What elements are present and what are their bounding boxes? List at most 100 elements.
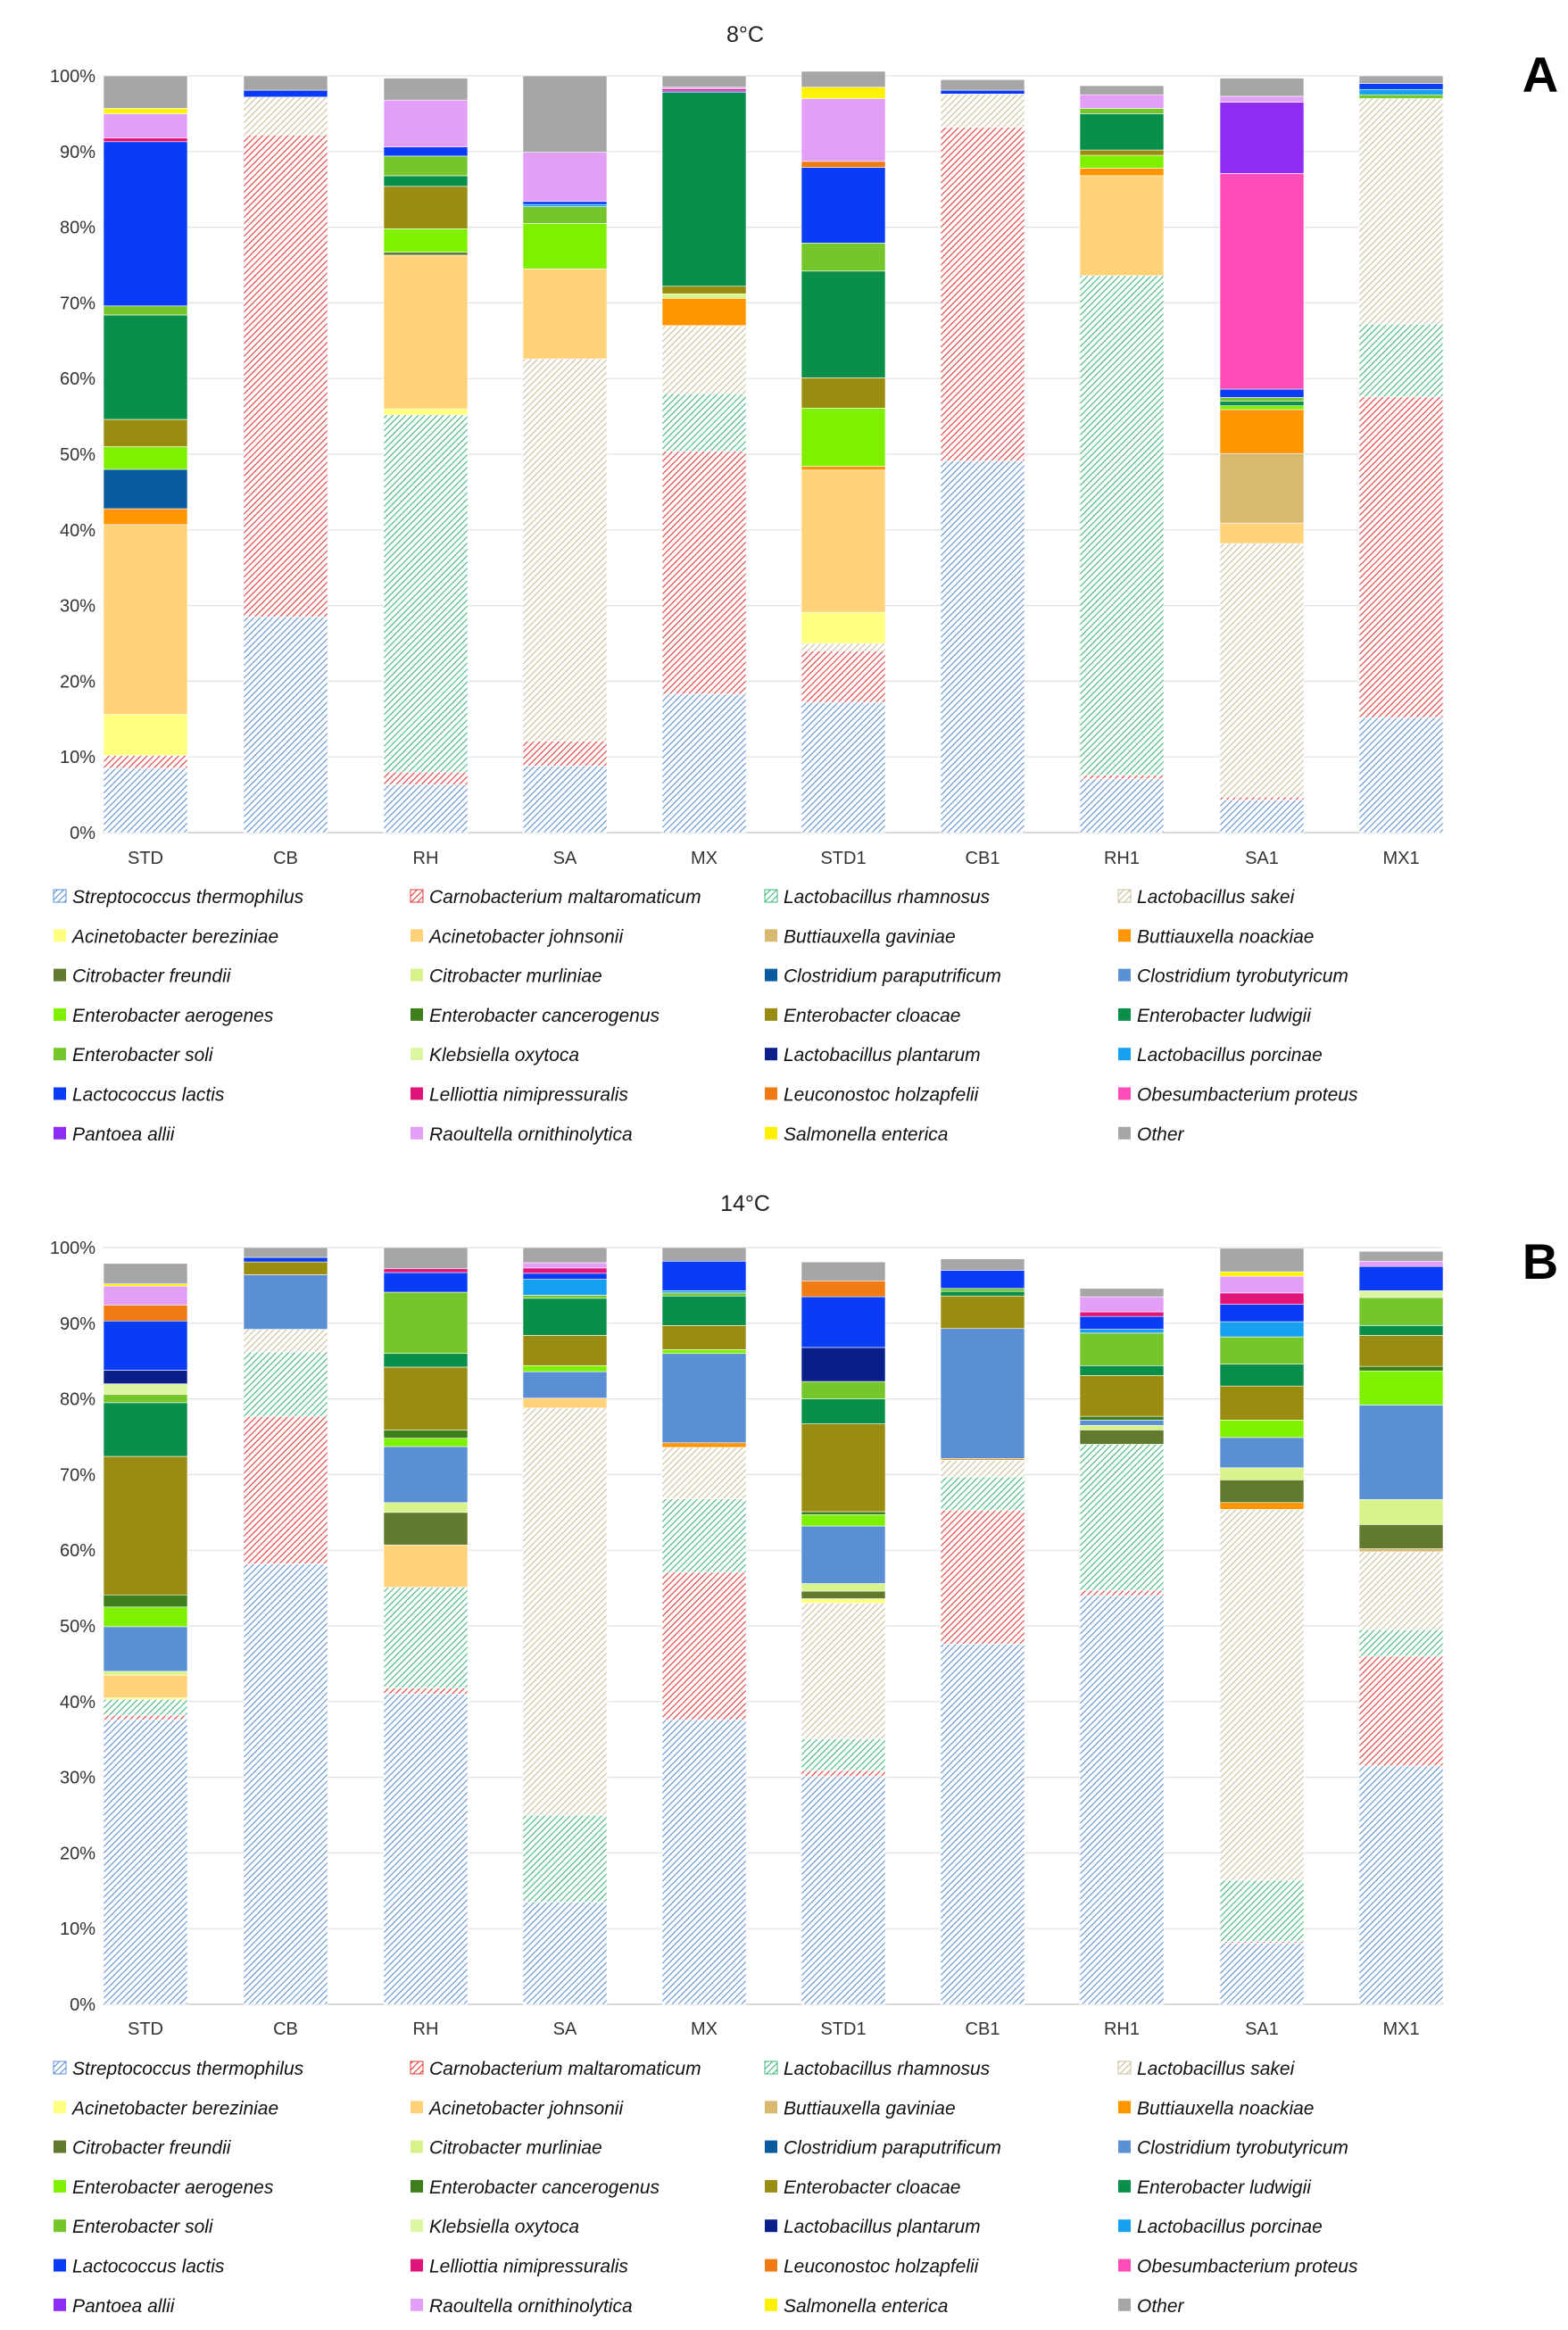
segment-other	[1079, 1288, 1165, 1298]
legend-swatch	[765, 1087, 777, 1100]
legend-item-other: Other	[1118, 1124, 1185, 1145]
legend-swatch	[1118, 2179, 1131, 2193]
segment-enterobacter-soli	[661, 1292, 747, 1297]
legend-swatch	[765, 2219, 777, 2233]
legend-swatch	[53, 2061, 67, 2075]
segment-lactobacillus-rhamnosus	[1079, 275, 1165, 775]
segment-streptococcus-thermophilus	[243, 617, 328, 833]
legend-swatch	[765, 2298, 777, 2311]
legend-swatch	[54, 968, 66, 982]
legend-label: Lactobacillus plantarum	[784, 1045, 981, 1065]
legend-swatch	[1118, 1048, 1131, 1061]
y-tick-label: 70%	[60, 294, 95, 313]
panel-b-label: B	[1522, 1233, 1558, 1289]
segment-enterobacter-cancerogenus	[383, 1430, 469, 1439]
bar-std1	[801, 70, 886, 833]
segment-enterobacter-soli	[801, 1381, 886, 1399]
segment-lactobacillus-sakei	[661, 1447, 747, 1499]
legend-label: Raoultella ornithinolytica	[429, 1124, 633, 1145]
segment-klebsiella-oxytoca	[1358, 1290, 1444, 1298]
segment-lactobacillus-sakei	[243, 1329, 328, 1353]
y-tick-label: 40%	[60, 1693, 95, 1712]
bar-sa1	[1219, 1248, 1305, 2005]
legend-swatch	[1118, 2298, 1131, 2311]
segment-lactococcus-lactis	[1079, 1315, 1165, 1330]
legend-item-streptococcus-thermophilus: Streptococcus thermophilus	[53, 2059, 304, 2079]
legend-label: Buttiauxella gaviniae	[784, 926, 956, 947]
legend-item-citrobacter-murliniae: Citrobacter murliniae	[411, 966, 602, 987]
legend-swatch	[1118, 1087, 1131, 1100]
segment-enterobacter-soli	[1079, 108, 1165, 114]
segment-other	[661, 1247, 747, 1262]
segment-clostridium-tyrobutyricum	[1219, 1437, 1305, 1469]
segment-lactobacillus-plantarum	[801, 1347, 886, 1382]
segment-clostridium-tyrobutyricum	[1358, 1405, 1444, 1500]
legend-label: Enterobacter cloacae	[784, 2177, 960, 2198]
segment-citrobacter-murliniae	[383, 1502, 469, 1513]
segment-raoultella-ornithinolytica	[103, 113, 188, 138]
segment-citrobacter-murliniae	[1358, 1499, 1444, 1525]
segment-enterobacter-soli	[383, 155, 469, 177]
bar-mx1	[1358, 1250, 1444, 2005]
segment-streptococcus-thermophilus	[1219, 1943, 1305, 2005]
segment-clostridium-tyrobutyricum	[243, 1274, 328, 1330]
segment-clostridium-tyrobutyricum	[522, 1371, 608, 1399]
legend-swatch	[54, 1048, 66, 1061]
x-tick-label: SA	[553, 849, 577, 868]
legend-label: Enterobacter ludwigii	[1137, 1006, 1312, 1026]
legend-item-lactobacillus-plantarum: Lactobacillus plantarum	[765, 1045, 981, 1065]
legend-item-enterobacter-cancerogenus: Enterobacter cancerogenus	[411, 2177, 660, 2198]
segment-raoultella-ornithinolytica	[522, 152, 608, 203]
segment-streptococcus-thermophilus	[1358, 1765, 1444, 2005]
legend-label: Acinetobacter johnsonii	[427, 926, 624, 947]
legend-item-pantoea-allii: Pantoea allii	[54, 1124, 176, 1145]
segment-streptococcus-thermophilus	[801, 701, 886, 833]
legend-swatch	[54, 2179, 66, 2193]
legend-label: Acinetobacter johnsonii	[427, 2098, 624, 2119]
segment-lactococcus-lactis	[940, 1270, 1025, 1289]
x-tick-label: MX1	[1382, 2019, 1419, 2039]
segment-lelliottia-nimipressuralis	[383, 1268, 469, 1273]
segment-other	[522, 75, 608, 153]
legend-label: Carnobacterium maltaromaticum	[429, 887, 701, 908]
y-tick-label: 20%	[60, 1844, 95, 1863]
legend-swatch	[765, 929, 777, 942]
segment-lactococcus-lactis	[383, 1272, 469, 1293]
legend-label: Lelliottia nimipressuralis	[429, 1085, 628, 1106]
legend-label: Clostridium tyrobutyricum	[1137, 966, 1348, 987]
legend-label: Other	[1137, 1124, 1185, 1145]
segment-streptococcus-thermophilus	[103, 1719, 188, 2005]
segment-enterobacter-ludwigii	[1358, 1325, 1444, 1336]
legend-swatch	[1118, 2140, 1131, 2153]
segment-lactobacillus-rhamnosus	[1079, 1444, 1165, 1591]
segment-enterobacter-cloacae	[103, 419, 188, 447]
y-tick-label: 30%	[60, 1769, 95, 1788]
legend-item-enterobacter-ludwigii: Enterobacter ludwigii	[1118, 1006, 1312, 1026]
bar-mx	[661, 1247, 747, 2005]
y-tick-label: 60%	[60, 1541, 95, 1561]
segment-streptococcus-thermophilus	[1219, 800, 1305, 833]
legend-item-klebsiella-oxytoca: Klebsiella oxytoca	[411, 1045, 579, 1065]
segment-enterobacter-ludwigii	[801, 1398, 886, 1424]
y-tick-label: 90%	[60, 1314, 95, 1334]
segment-lelliottia-nimipressuralis	[1079, 1311, 1165, 1317]
segment-carnobacterium-maltaromaticum	[1219, 796, 1305, 800]
legend-swatch	[410, 889, 424, 903]
x-tick-label: STD1	[820, 849, 866, 868]
legend-item-buttiauxella-noackiae: Buttiauxella noackiae	[1118, 926, 1314, 947]
segment-streptococcus-thermophilus	[661, 693, 747, 833]
segment-other	[661, 75, 747, 88]
bar-sa	[522, 1247, 608, 2005]
segment-lactobacillus-sakei	[801, 1603, 886, 1739]
segment-lactobacillus-sakei	[1358, 98, 1444, 325]
legend-swatch	[411, 929, 423, 942]
segment-carnobacterium-maltaromaticum	[522, 741, 608, 767]
legend-label: Lactococcus lactis	[72, 1085, 225, 1106]
x-tick-label: RH	[413, 2019, 439, 2039]
segment-carnobacterium-maltaromaticum	[103, 755, 188, 769]
legend-label: Enterobacter ludwigii	[1137, 2177, 1312, 2198]
segment-citrobacter-freundii	[1219, 1480, 1305, 1504]
segment-enterobacter-cloacae	[661, 1325, 747, 1350]
segment-lactobacillus-rhamnosus	[383, 1587, 469, 1688]
legend-item-lactobacillus-plantarum: Lactobacillus plantarum	[765, 2217, 981, 2237]
